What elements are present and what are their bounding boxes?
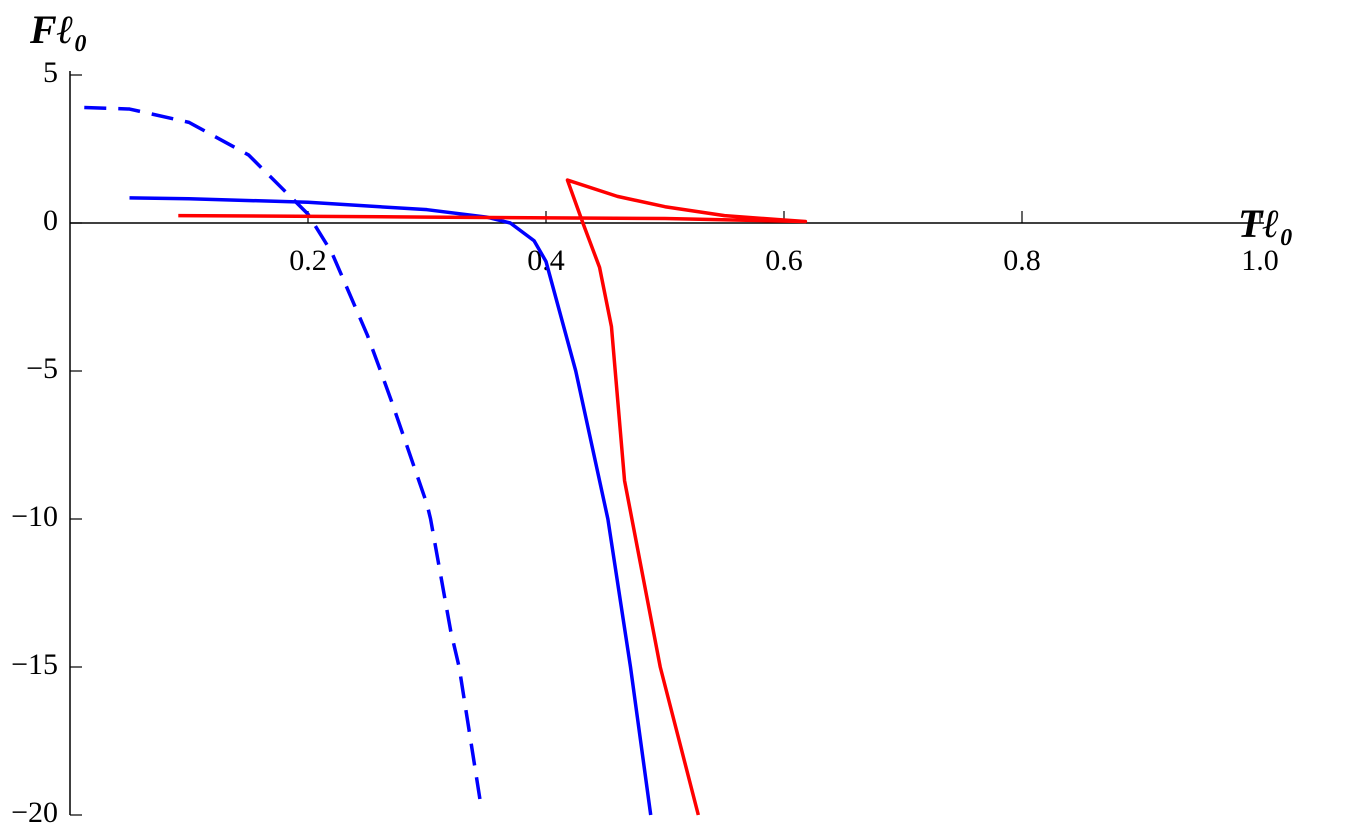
line-series	[129, 196, 653, 816]
y-tick-label: −15	[11, 648, 58, 681]
x-tick-label: 0.6	[765, 244, 803, 277]
y-tick-label: 0	[43, 204, 58, 237]
y-axis-title: Fℓ₀	[29, 7, 88, 52]
x-tick-label: 0.2	[289, 244, 327, 277]
x-tick-label: 1.0	[1241, 244, 1279, 277]
y-tick-label: −5	[26, 352, 58, 385]
y-tick-label: 5	[43, 56, 58, 89]
line-series	[178, 178, 808, 816]
y-tick-label: −20	[11, 796, 58, 829]
y-tick-label: −10	[11, 500, 58, 533]
line-series	[84, 105, 483, 804]
x-tick-label: 0.8	[1003, 244, 1041, 277]
